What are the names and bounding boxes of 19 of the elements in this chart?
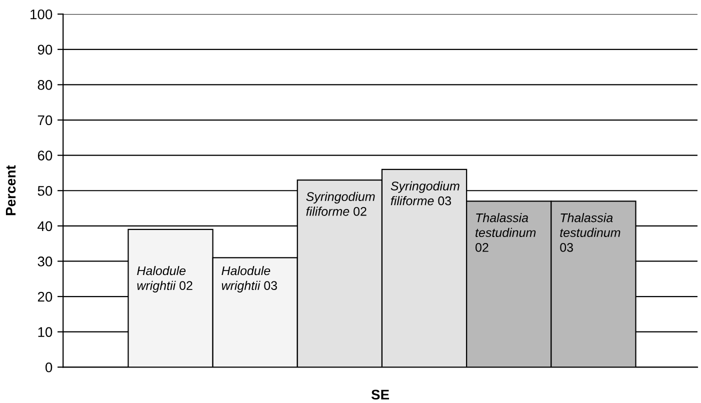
y-tick-label: 30 — [38, 256, 52, 266]
x-tick-label: Thalassia testudinum 02 — [476, 213, 536, 252]
x-tick-label: Halodule wrightii 03 — [222, 266, 277, 292]
x-axis-title: SE — [371, 390, 390, 400]
y-tick-label: 10 — [38, 327, 52, 337]
y-tick-label: 0 — [45, 362, 52, 372]
x-tick-label: Syringodium filiforme 02 — [306, 192, 375, 216]
y-tick-label: 20 — [38, 292, 52, 302]
y-tick-label: 60 — [38, 150, 52, 160]
x-tick-label: Thalassia testudinum 03 — [560, 213, 620, 252]
y-tick-label: 90 — [38, 44, 52, 55]
x-tick-label: Syringodium filiforme 03 — [390, 181, 460, 206]
x-tick-label: Halodule wrightii 02 — [137, 266, 192, 292]
y-tick-label: 100 — [30, 9, 52, 20]
y-tick-label: 80 — [38, 80, 52, 90]
y-tick-label: 40 — [38, 221, 52, 232]
y-tick-label: 70 — [38, 115, 52, 126]
y-axis-title: Percent — [6, 165, 16, 216]
y-tick-label: 50 — [38, 186, 52, 196]
